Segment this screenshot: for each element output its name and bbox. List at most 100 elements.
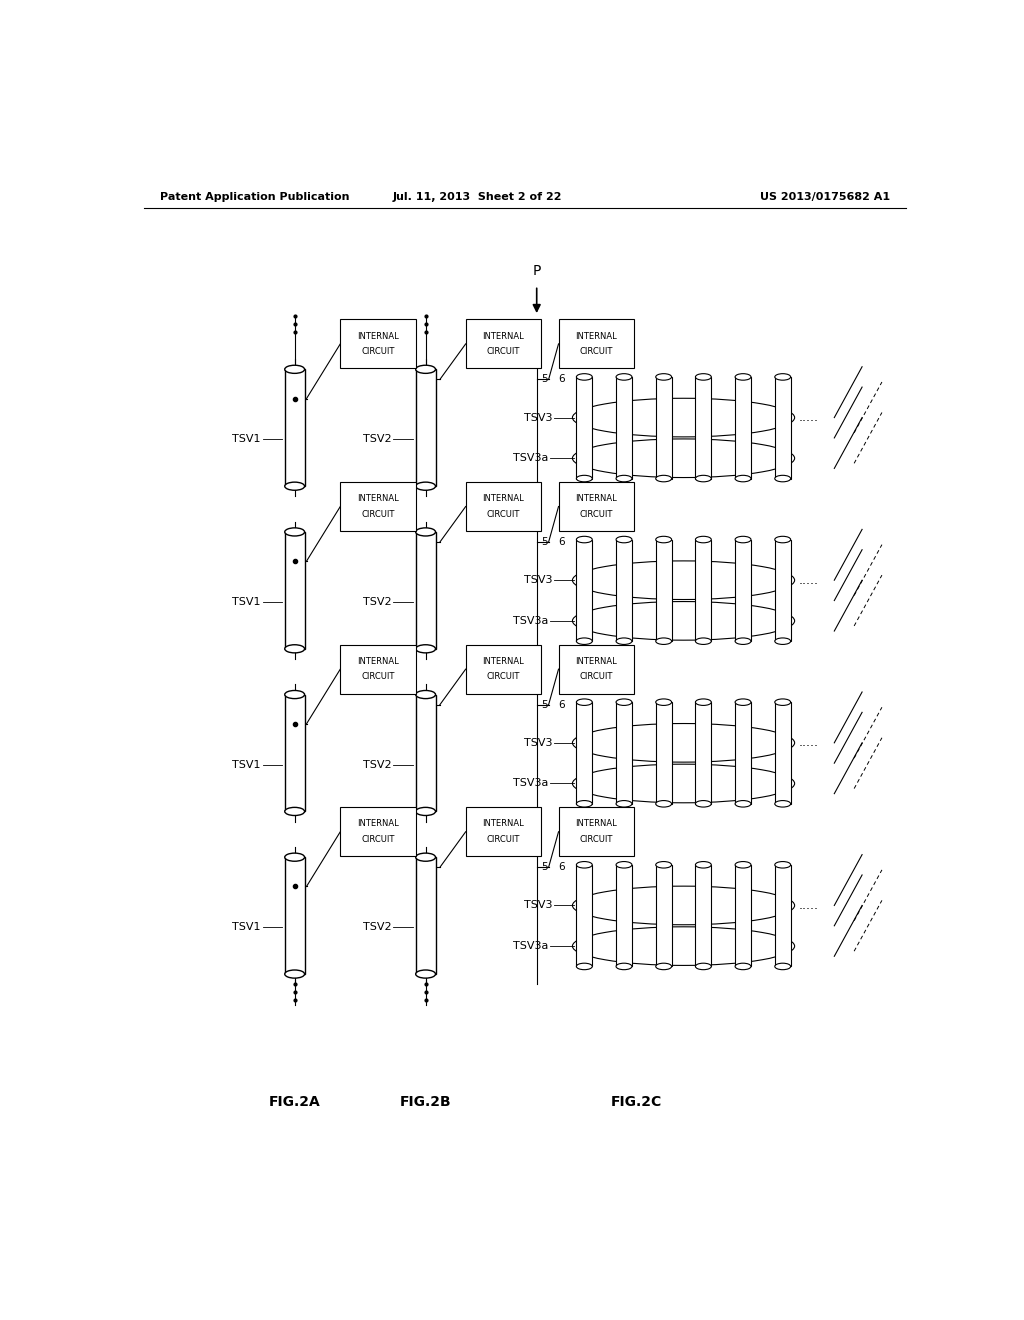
Bar	[416, 370, 435, 486]
Text: TSV1: TSV1	[232, 597, 261, 607]
FancyBboxPatch shape	[340, 644, 416, 693]
Ellipse shape	[616, 638, 632, 644]
Ellipse shape	[285, 528, 304, 536]
Ellipse shape	[695, 638, 712, 644]
Ellipse shape	[695, 800, 712, 807]
Ellipse shape	[285, 970, 304, 978]
Text: INTERNAL: INTERNAL	[357, 820, 399, 829]
Bar	[416, 694, 435, 812]
Ellipse shape	[655, 536, 672, 543]
Text: INTERNAL: INTERNAL	[482, 331, 524, 341]
Text: CIRCUIT: CIRCUIT	[361, 672, 394, 681]
Text: 4: 4	[416, 862, 422, 873]
Text: 4: 4	[416, 700, 422, 710]
Ellipse shape	[616, 374, 632, 380]
Ellipse shape	[735, 800, 751, 807]
Text: FIG.2B: FIG.2B	[399, 1094, 452, 1109]
FancyBboxPatch shape	[466, 644, 541, 693]
Ellipse shape	[577, 698, 592, 705]
Text: 4: 4	[416, 537, 422, 546]
Text: CIRCUIT: CIRCUIT	[361, 836, 394, 843]
Ellipse shape	[695, 475, 712, 482]
Ellipse shape	[577, 475, 592, 482]
Bar	[735, 865, 751, 966]
Ellipse shape	[735, 536, 751, 543]
Ellipse shape	[695, 964, 712, 970]
Bar	[285, 370, 304, 486]
Text: TSV1: TSV1	[232, 923, 261, 932]
Ellipse shape	[285, 366, 304, 374]
Bar	[735, 378, 751, 479]
Text: TSV2: TSV2	[364, 434, 392, 445]
Ellipse shape	[655, 964, 672, 970]
FancyBboxPatch shape	[340, 319, 416, 368]
Text: CIRCUIT: CIRCUIT	[580, 347, 613, 356]
Ellipse shape	[616, 862, 632, 869]
Bar	[695, 865, 712, 966]
Text: TSV3: TSV3	[524, 413, 553, 422]
Ellipse shape	[416, 528, 435, 536]
Ellipse shape	[655, 862, 672, 869]
Text: INTERNAL: INTERNAL	[575, 494, 617, 503]
Text: 6: 6	[558, 537, 565, 546]
Text: TSV3a: TSV3a	[513, 779, 549, 788]
Ellipse shape	[735, 964, 751, 970]
Bar	[416, 532, 435, 649]
Ellipse shape	[775, 374, 791, 380]
Ellipse shape	[775, 800, 791, 807]
Text: TSV3a: TSV3a	[513, 453, 549, 463]
Ellipse shape	[775, 862, 791, 869]
Ellipse shape	[577, 964, 592, 970]
Ellipse shape	[416, 482, 435, 490]
Text: 5: 5	[541, 537, 548, 546]
Ellipse shape	[285, 482, 304, 490]
Ellipse shape	[416, 970, 435, 978]
Ellipse shape	[775, 964, 791, 970]
Ellipse shape	[695, 536, 712, 543]
Text: INTERNAL: INTERNAL	[357, 494, 399, 503]
Ellipse shape	[655, 800, 672, 807]
Text: 5: 5	[541, 375, 548, 384]
Ellipse shape	[416, 853, 435, 861]
Ellipse shape	[735, 374, 751, 380]
Ellipse shape	[416, 690, 435, 698]
Text: CIRCUIT: CIRCUIT	[580, 510, 613, 519]
Text: TSV2: TSV2	[364, 923, 392, 932]
Text: 6: 6	[558, 375, 565, 384]
Ellipse shape	[695, 374, 712, 380]
Bar	[577, 378, 592, 479]
Ellipse shape	[775, 475, 791, 482]
Bar	[577, 865, 592, 966]
Bar	[775, 378, 791, 479]
Text: INTERNAL: INTERNAL	[357, 657, 399, 665]
Text: TSV3: TSV3	[524, 576, 553, 585]
Ellipse shape	[735, 862, 751, 869]
Text: CIRCUIT: CIRCUIT	[580, 836, 613, 843]
Ellipse shape	[577, 862, 592, 869]
Text: TSV2: TSV2	[364, 760, 392, 770]
Bar	[655, 378, 672, 479]
Text: Patent Application Publication: Patent Application Publication	[160, 191, 349, 202]
Text: P: P	[532, 264, 541, 279]
Bar	[695, 378, 712, 479]
Bar	[577, 540, 592, 642]
Bar	[775, 865, 791, 966]
Bar	[285, 857, 304, 974]
FancyBboxPatch shape	[558, 808, 634, 857]
Ellipse shape	[285, 690, 304, 698]
Ellipse shape	[416, 366, 435, 374]
Text: CIRCUIT: CIRCUIT	[486, 836, 520, 843]
Bar	[695, 540, 712, 642]
Bar	[416, 857, 435, 974]
Ellipse shape	[416, 808, 435, 816]
Bar	[655, 540, 672, 642]
Text: FIG.2A: FIG.2A	[268, 1094, 321, 1109]
Text: 5: 5	[541, 862, 548, 873]
Bar	[285, 532, 304, 649]
FancyBboxPatch shape	[340, 482, 416, 531]
Ellipse shape	[655, 374, 672, 380]
Ellipse shape	[735, 475, 751, 482]
Text: CIRCUIT: CIRCUIT	[486, 510, 520, 519]
Ellipse shape	[775, 698, 791, 705]
Ellipse shape	[695, 862, 712, 869]
